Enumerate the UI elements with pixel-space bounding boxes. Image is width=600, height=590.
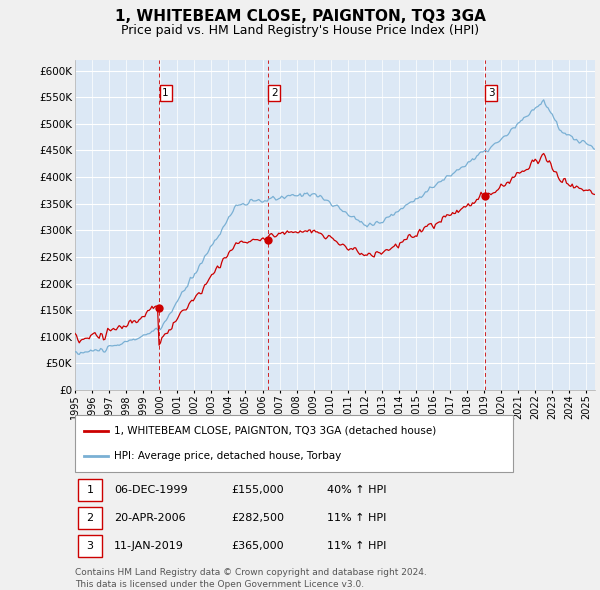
Text: 3: 3 [86, 541, 94, 551]
Text: HPI: Average price, detached house, Torbay: HPI: Average price, detached house, Torb… [114, 451, 341, 461]
Text: 40% ↑ HPI: 40% ↑ HPI [327, 485, 386, 495]
Text: 20-APR-2006: 20-APR-2006 [114, 513, 185, 523]
Text: 3: 3 [488, 88, 495, 98]
Text: 2: 2 [271, 88, 278, 98]
Text: 1, WHITEBEAM CLOSE, PAIGNTON, TQ3 3GA: 1, WHITEBEAM CLOSE, PAIGNTON, TQ3 3GA [115, 9, 485, 24]
Text: 1, WHITEBEAM CLOSE, PAIGNTON, TQ3 3GA (detached house): 1, WHITEBEAM CLOSE, PAIGNTON, TQ3 3GA (d… [114, 426, 436, 436]
Text: 11% ↑ HPI: 11% ↑ HPI [327, 541, 386, 551]
Text: 11-JAN-2019: 11-JAN-2019 [114, 541, 184, 551]
Text: 2: 2 [86, 513, 94, 523]
Text: 06-DEC-1999: 06-DEC-1999 [114, 485, 188, 495]
Text: 1: 1 [162, 88, 169, 98]
Text: £155,000: £155,000 [231, 485, 284, 495]
Text: £365,000: £365,000 [231, 541, 284, 551]
Text: Price paid vs. HM Land Registry's House Price Index (HPI): Price paid vs. HM Land Registry's House … [121, 24, 479, 37]
Text: Contains HM Land Registry data © Crown copyright and database right 2024.: Contains HM Land Registry data © Crown c… [75, 568, 427, 577]
Text: 11% ↑ HPI: 11% ↑ HPI [327, 513, 386, 523]
Text: 1: 1 [86, 485, 94, 495]
Text: £282,500: £282,500 [231, 513, 284, 523]
Text: This data is licensed under the Open Government Licence v3.0.: This data is licensed under the Open Gov… [75, 580, 364, 589]
